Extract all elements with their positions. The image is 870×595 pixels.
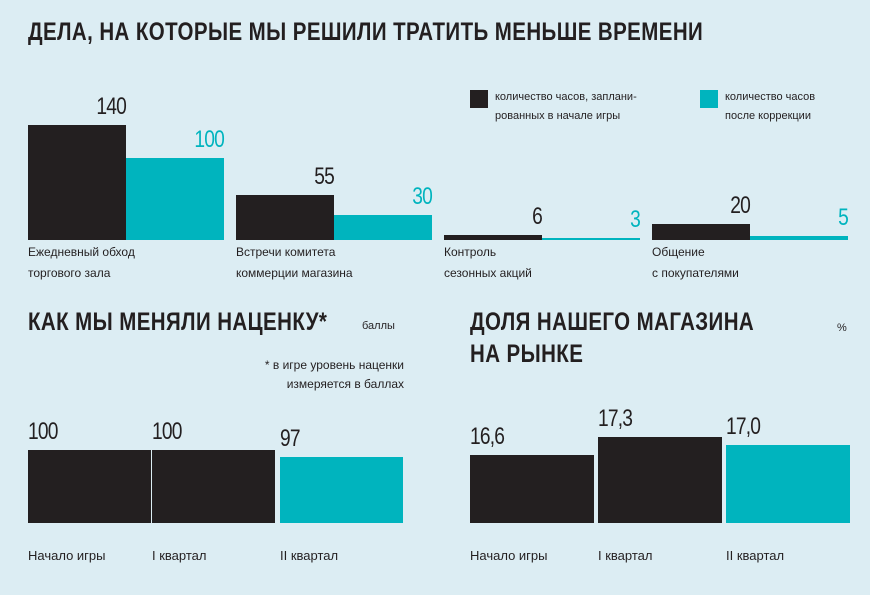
category-label: I квартал bbox=[152, 548, 207, 563]
legend-swatch bbox=[700, 90, 718, 108]
bar bbox=[126, 157, 224, 240]
category-label: Общение с покупателями bbox=[652, 245, 739, 280]
chart-title: ДЕЛА, НА КОТОРЫЕ МЫ РЕШИЛИ ТРАТИТЬ МЕНЬШ… bbox=[28, 18, 704, 46]
chart-title: КАК МЫ МЕНЯЛИ НАЦЕНКУ* bbox=[28, 308, 328, 336]
category-label: II квартал bbox=[726, 548, 785, 563]
bar bbox=[470, 455, 594, 523]
value-label: 97 bbox=[280, 425, 301, 453]
value-label: 5 bbox=[838, 203, 849, 231]
category-label: Начало игры bbox=[28, 548, 106, 563]
bar bbox=[652, 223, 750, 240]
category-label: Начало игры bbox=[470, 548, 548, 563]
bar bbox=[542, 237, 640, 240]
bar bbox=[28, 125, 126, 240]
value-label: 6 bbox=[532, 203, 543, 231]
bar bbox=[28, 450, 151, 523]
value-label: 3 bbox=[630, 205, 641, 233]
bar bbox=[280, 457, 403, 523]
bar bbox=[726, 444, 850, 523]
value-label: 17,0 bbox=[726, 412, 761, 440]
category-label: Ежедневный обход торгового зала bbox=[28, 245, 135, 280]
value-label: 55 bbox=[314, 162, 335, 190]
footnote: * в игре уровень наценки измеряется в ба… bbox=[264, 358, 404, 391]
category-label: II квартал bbox=[280, 548, 339, 563]
category-label: Контроль сезонных акций bbox=[444, 245, 532, 280]
bar bbox=[152, 450, 275, 523]
unit-label: баллы bbox=[362, 320, 395, 332]
value-label: 20 bbox=[730, 191, 751, 219]
legend-label: количество часов после коррекции bbox=[725, 91, 816, 122]
value-label: 140 bbox=[96, 93, 126, 120]
value-label: 100 bbox=[152, 418, 182, 445]
bar bbox=[444, 235, 542, 240]
category-label: I квартал bbox=[598, 548, 653, 563]
unit-label: % bbox=[837, 322, 847, 334]
bar bbox=[236, 194, 334, 240]
value-label: 30 bbox=[412, 183, 433, 211]
bar bbox=[334, 215, 432, 240]
bar bbox=[598, 436, 722, 523]
value-label: 16,6 bbox=[470, 423, 505, 451]
chart-title: ДОЛЯ НАШЕГО МАГАЗИНА НА РЫНКЕ bbox=[470, 308, 755, 368]
category-label: Встречи комитета коммерции магазина bbox=[236, 245, 353, 280]
value-label: 100 bbox=[194, 125, 224, 153]
value-label: 17,3 bbox=[598, 404, 633, 432]
legend-label: количество часов, заплани- рованных в на… bbox=[495, 91, 637, 122]
legend-swatch bbox=[470, 90, 488, 108]
value-label: 100 bbox=[28, 418, 58, 445]
bar bbox=[750, 235, 848, 240]
